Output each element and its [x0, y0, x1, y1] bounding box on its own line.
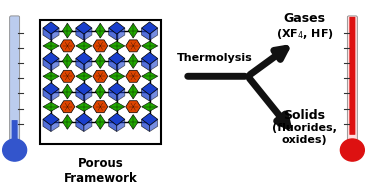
Polygon shape	[150, 28, 158, 40]
Polygon shape	[142, 58, 150, 71]
Polygon shape	[109, 102, 125, 111]
Polygon shape	[109, 72, 125, 81]
Polygon shape	[109, 83, 125, 95]
Polygon shape	[150, 89, 158, 101]
Polygon shape	[43, 102, 59, 111]
Polygon shape	[109, 28, 117, 40]
Bar	[40, 20, 161, 144]
Polygon shape	[43, 119, 51, 132]
Polygon shape	[51, 89, 59, 101]
Polygon shape	[142, 28, 150, 40]
Polygon shape	[84, 58, 92, 71]
Polygon shape	[84, 28, 92, 40]
Polygon shape	[76, 52, 92, 65]
Polygon shape	[109, 58, 117, 71]
Polygon shape	[84, 119, 92, 132]
Polygon shape	[142, 22, 158, 34]
Polygon shape	[76, 83, 92, 95]
Polygon shape	[95, 23, 105, 38]
Polygon shape	[43, 89, 51, 101]
Polygon shape	[62, 84, 72, 99]
Polygon shape	[76, 89, 84, 101]
Polygon shape	[142, 113, 158, 125]
Polygon shape	[109, 22, 125, 34]
Polygon shape	[128, 84, 138, 99]
FancyBboxPatch shape	[348, 16, 357, 140]
Polygon shape	[93, 70, 108, 82]
Polygon shape	[142, 89, 150, 101]
Polygon shape	[60, 40, 75, 52]
Polygon shape	[43, 52, 59, 65]
Polygon shape	[117, 28, 125, 40]
Polygon shape	[62, 23, 72, 38]
FancyBboxPatch shape	[10, 16, 19, 140]
Polygon shape	[51, 58, 59, 71]
Text: Gases: Gases	[284, 12, 326, 25]
Polygon shape	[109, 41, 125, 50]
Polygon shape	[76, 22, 92, 34]
Polygon shape	[128, 23, 138, 38]
Polygon shape	[150, 119, 158, 132]
Polygon shape	[76, 28, 84, 40]
Polygon shape	[84, 89, 92, 101]
Polygon shape	[43, 113, 59, 125]
Polygon shape	[117, 89, 125, 101]
Polygon shape	[43, 83, 59, 95]
Polygon shape	[95, 84, 105, 99]
Polygon shape	[128, 115, 138, 129]
Polygon shape	[95, 115, 105, 129]
Polygon shape	[142, 72, 157, 81]
Polygon shape	[62, 115, 72, 129]
Polygon shape	[142, 119, 150, 132]
Polygon shape	[126, 70, 141, 82]
Text: Thermolysis: Thermolysis	[177, 53, 253, 63]
Polygon shape	[76, 72, 92, 81]
Text: (fluorides,
oxides): (fluorides, oxides)	[272, 123, 337, 145]
Polygon shape	[128, 54, 138, 68]
Polygon shape	[76, 58, 84, 71]
Polygon shape	[142, 52, 158, 65]
Polygon shape	[93, 40, 108, 52]
Polygon shape	[95, 54, 105, 68]
Polygon shape	[43, 22, 59, 34]
Polygon shape	[117, 119, 125, 132]
Polygon shape	[109, 52, 125, 65]
Polygon shape	[126, 101, 141, 113]
Polygon shape	[109, 113, 125, 125]
Polygon shape	[51, 28, 59, 40]
Polygon shape	[76, 41, 92, 50]
Polygon shape	[60, 101, 75, 113]
FancyBboxPatch shape	[349, 17, 355, 135]
Text: Solids: Solids	[284, 109, 326, 122]
Circle shape	[341, 139, 364, 161]
Polygon shape	[62, 54, 72, 68]
Polygon shape	[142, 102, 157, 111]
Circle shape	[3, 139, 26, 161]
FancyBboxPatch shape	[12, 120, 18, 139]
Polygon shape	[109, 89, 117, 101]
Polygon shape	[126, 40, 141, 52]
Polygon shape	[51, 119, 59, 132]
Polygon shape	[117, 58, 125, 71]
Polygon shape	[76, 119, 84, 132]
Polygon shape	[43, 72, 59, 81]
Polygon shape	[142, 41, 157, 50]
Polygon shape	[76, 113, 92, 125]
Polygon shape	[93, 101, 108, 113]
Polygon shape	[43, 41, 59, 50]
Polygon shape	[76, 102, 92, 111]
Polygon shape	[150, 58, 158, 71]
Polygon shape	[43, 58, 51, 71]
Polygon shape	[142, 83, 158, 95]
Text: Porous
Framework: Porous Framework	[63, 157, 137, 185]
Polygon shape	[60, 70, 75, 82]
Polygon shape	[43, 28, 51, 40]
Polygon shape	[109, 119, 117, 132]
Text: (XF$_4$, HF): (XF$_4$, HF)	[276, 26, 333, 40]
